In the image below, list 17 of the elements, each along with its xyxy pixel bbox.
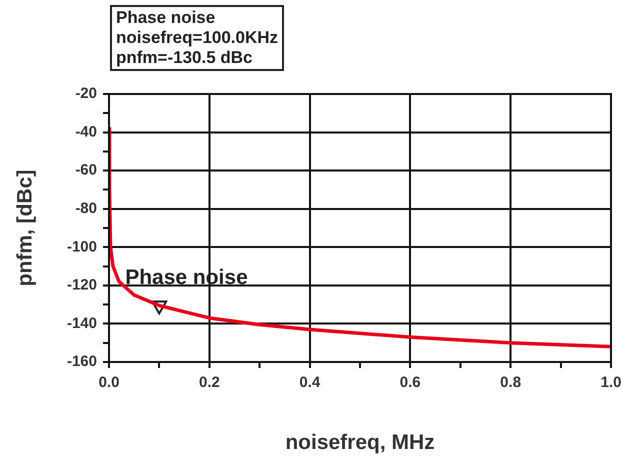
x-tick-label: 1.0	[600, 374, 622, 392]
x-tick-label: 0.6	[400, 374, 421, 392]
x-axis-title: noisefreq, MHz	[285, 431, 435, 454]
x-tick-label: 0.0	[98, 374, 120, 392]
y-tick-label: -60	[75, 162, 97, 179]
y-tick-label: -120	[66, 276, 97, 294]
x-tick-label: 0.4	[299, 374, 321, 392]
x-tick-label: 0.2	[198, 374, 220, 392]
y-tick-label: -100	[66, 238, 97, 256]
text: Phase noise noisefreq=100.0KHz pnfm=-130.5 dBc	[110, 5, 284, 71]
y-tick-label: -40	[75, 123, 97, 140]
y-tick-label: -160	[66, 353, 97, 370]
y-tick-label: -20	[75, 85, 97, 102]
x-tick-label: 0.8	[500, 374, 522, 392]
y-axis-title: pnfm, [dBc]	[13, 170, 36, 286]
y-tick-label: -80	[75, 200, 97, 217]
y-tick-label: -140	[66, 314, 97, 332]
